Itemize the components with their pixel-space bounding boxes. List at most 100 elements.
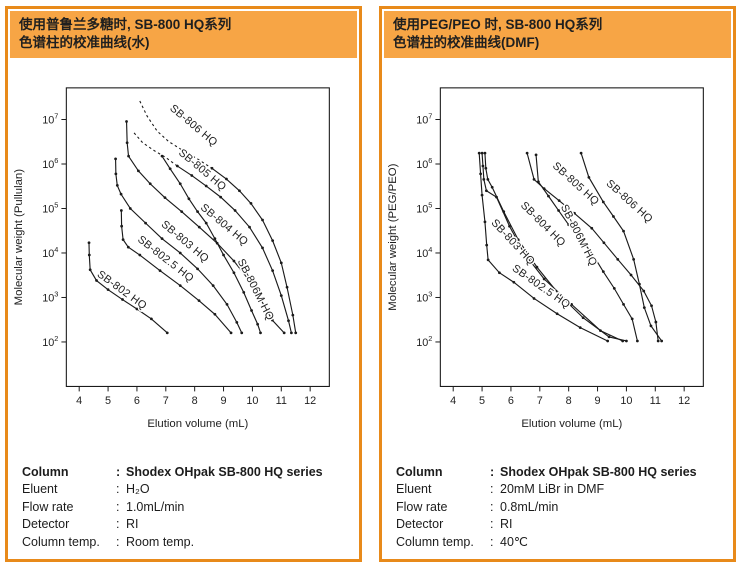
- spec-separator: :: [116, 464, 121, 479]
- data-point: [178, 181, 182, 185]
- data-point: [259, 298, 263, 302]
- data-point: [579, 237, 583, 241]
- data-point: [213, 236, 216, 240]
- data-point: [210, 166, 213, 170]
- spec-label: Eluent: [396, 482, 432, 497]
- data-point: [197, 298, 200, 302]
- data-point: [478, 172, 482, 175]
- data-point: [490, 185, 494, 189]
- spec-label: Column temp.: [22, 534, 100, 549]
- spec-separator: :: [490, 534, 494, 549]
- x-tick-label: 11: [649, 395, 660, 407]
- data-point: [601, 269, 605, 273]
- data-point: [653, 320, 657, 324]
- series-label-SB-803 HQ: SB-803 HQ: [488, 217, 536, 268]
- data-point: [484, 189, 488, 192]
- data-point: [621, 302, 625, 306]
- panel-dmf-calibration: 使用PEG/PEO 时, SB-800 HQ系列 色谱柱的校准曲线(DMF) 4…: [379, 6, 736, 562]
- data-point: [579, 151, 582, 155]
- data-point: [119, 208, 123, 212]
- spec-separator: :: [490, 517, 494, 532]
- panel-title-dmf: 使用PEG/PEO 时, SB-800 HQ系列 色谱柱的校准曲线(DMF): [384, 11, 731, 58]
- spec-label: Detector: [396, 517, 444, 532]
- x-tick-label: 6: [133, 395, 139, 407]
- spec-separator: :: [490, 464, 495, 479]
- data-point: [285, 285, 288, 289]
- data-point: [187, 197, 190, 200]
- data-point: [239, 331, 243, 334]
- data-point: [620, 339, 624, 343]
- data-point: [649, 304, 653, 307]
- series-curve-dashed-SB-805 HQ: [133, 132, 178, 167]
- data-point: [225, 302, 228, 306]
- data-point: [135, 307, 138, 311]
- data-point: [477, 151, 481, 155]
- series-curve-SB-802.5 HQ: [478, 152, 608, 342]
- data-point: [532, 177, 535, 181]
- spec-label: Flow rate: [22, 499, 74, 514]
- series-curve-SB-804 HQ: [125, 121, 285, 333]
- series-curve-SB-806 HQ: [211, 167, 296, 333]
- data-point: [175, 164, 179, 168]
- data-point: [143, 221, 147, 225]
- x-tick-label: 9: [594, 395, 600, 407]
- data-point: [546, 194, 550, 198]
- panel-water-calibration: 使用普鲁兰多糖时, SB-800 HQ系列 色谱柱的校准曲线(水) 4 5 6 7 8 9…: [5, 6, 362, 562]
- data-point: [286, 318, 290, 322]
- panel-title-water: 使用普鲁兰多糖时, SB-800 HQ系列 色谱柱的校准曲线(水): [10, 11, 357, 58]
- y-axis-label: Molecular weight (PEG/PEO): [386, 163, 398, 310]
- spec-value: 0.8mL/min: [500, 499, 559, 514]
- data-point: [224, 177, 228, 181]
- spec-label: Detector: [22, 517, 70, 532]
- data-point: [229, 331, 232, 334]
- y-tick-label: 103: [42, 289, 58, 304]
- data-point: [237, 189, 241, 192]
- data-point: [213, 312, 216, 316]
- data-point: [497, 270, 501, 274]
- spec-row: Column: Shodex OHpak SB-800 HQ series: [396, 464, 733, 482]
- spec-row: Flow rate:0.8mL/min: [396, 499, 733, 517]
- series-curve-SB-802.5 HQ: [120, 210, 231, 333]
- spec-row: Eluent:20mM LiBr in DMF: [396, 481, 733, 499]
- data-point: [246, 278, 250, 281]
- panel-title-water-line1: 使用普鲁兰多糖时, SB-800 HQ系列: [19, 17, 232, 32]
- x-tick-label: 9: [220, 395, 226, 407]
- spec-row: Column: Shodex OHpak SB-800 HQ series: [22, 464, 359, 482]
- data-point: [612, 286, 616, 290]
- data-point: [247, 225, 251, 229]
- data-point: [113, 172, 117, 175]
- calibration-chart-water: 4 5 6 7 8 9 10 11 12 102 103 104 105 106 107 Elution vo…: [12, 86, 330, 430]
- data-point: [522, 251, 525, 254]
- x-tick-label: 7: [162, 395, 168, 407]
- x-tick-label: 4: [76, 395, 82, 407]
- data-point: [282, 331, 286, 334]
- data-point: [598, 328, 602, 332]
- spec-value: 40℃: [500, 534, 528, 549]
- data-point: [279, 293, 283, 297]
- data-point: [232, 270, 235, 274]
- data-point: [119, 192, 122, 196]
- data-point: [591, 253, 595, 257]
- data-point: [241, 290, 245, 294]
- data-point: [641, 289, 645, 292]
- data-point: [178, 251, 182, 254]
- data-point: [525, 151, 528, 155]
- x-tick-label: 7: [536, 395, 542, 407]
- calibration-chart-dmf: 4 5 6 7 8 9 10 11 12 102 103 104 105 106 107 Elution vo…: [386, 86, 704, 430]
- panel-title-water-line2: 色谱柱的校准曲线(水): [19, 34, 150, 50]
- data-point: [165, 331, 169, 334]
- x-tick-label: 12: [678, 395, 690, 407]
- data-point: [511, 280, 515, 284]
- data-point: [195, 267, 199, 270]
- panel-title-dmf-line2: 色谱柱的校准曲线(DMF): [393, 34, 540, 50]
- data-point: [629, 273, 632, 277]
- x-tick-label: 5: [479, 395, 485, 407]
- spec-row: Eluent: H₂O: [22, 481, 359, 499]
- panel-title-dmf-line1: 使用PEG/PEO 时, SB-800 HQ系列: [393, 17, 603, 32]
- data-point: [535, 265, 538, 269]
- series-label-SB-806M HQ: SB-806M HQ: [234, 257, 275, 323]
- data-point: [249, 201, 252, 205]
- data-point: [587, 175, 590, 179]
- data-point: [195, 209, 199, 213]
- data-point: [232, 259, 235, 263]
